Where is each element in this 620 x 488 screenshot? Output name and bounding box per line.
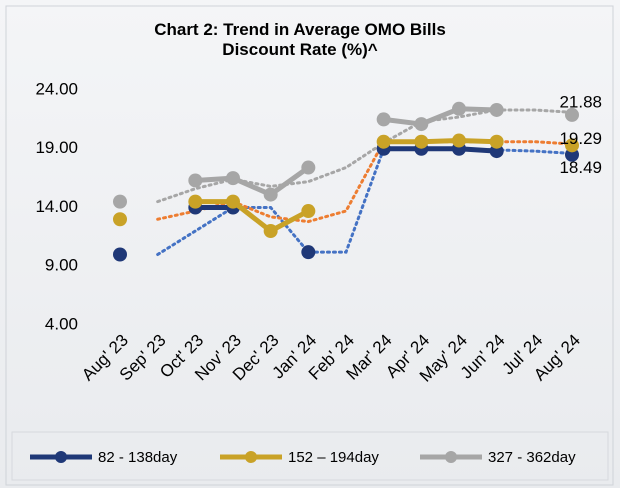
data-point — [301, 160, 316, 175]
legend-label: 327 - 362day — [488, 449, 576, 466]
data-point — [414, 134, 429, 149]
data-point — [452, 133, 466, 148]
y-tick-label: 4.00 — [45, 314, 78, 333]
chart-frame — [5, 5, 614, 486]
data-point — [301, 204, 316, 219]
data-point — [188, 173, 203, 188]
data-point — [263, 224, 278, 238]
data-point — [113, 212, 127, 227]
data-label: 19.29 — [559, 129, 602, 148]
legend-marker — [245, 451, 257, 463]
data-point — [414, 117, 429, 132]
legend-label: 152 – 194day — [288, 449, 379, 466]
legend-marker — [445, 451, 457, 463]
data-point — [376, 112, 391, 127]
data-point — [452, 101, 466, 116]
data-point — [226, 194, 240, 209]
data-label: 21.88 — [559, 92, 602, 111]
chart-title: Chart 2: Trend in Average OMO Bills Disc… — [154, 20, 446, 59]
data-point — [565, 138, 579, 153]
data-point — [489, 134, 504, 149]
data-point — [113, 194, 127, 209]
data-label: 18.49 — [559, 158, 602, 177]
data-point — [301, 245, 316, 260]
trendline — [156, 108, 574, 204]
series-line — [195, 149, 572, 208]
legend-label: 82 - 138day — [98, 449, 178, 466]
data-point — [226, 171, 240, 186]
data-point — [376, 134, 391, 149]
legend-frame — [11, 431, 609, 481]
data-point — [489, 102, 504, 117]
y-tick-label: 19.00 — [35, 138, 78, 157]
legend-marker — [55, 451, 67, 463]
y-tick-label: 24.00 — [35, 79, 78, 98]
y-tick-label: 9.00 — [45, 256, 78, 275]
data-point — [113, 247, 127, 262]
data-point — [565, 107, 579, 122]
data-point — [188, 194, 203, 209]
data-point — [263, 187, 278, 202]
y-tick-label: 14.00 — [35, 197, 78, 216]
